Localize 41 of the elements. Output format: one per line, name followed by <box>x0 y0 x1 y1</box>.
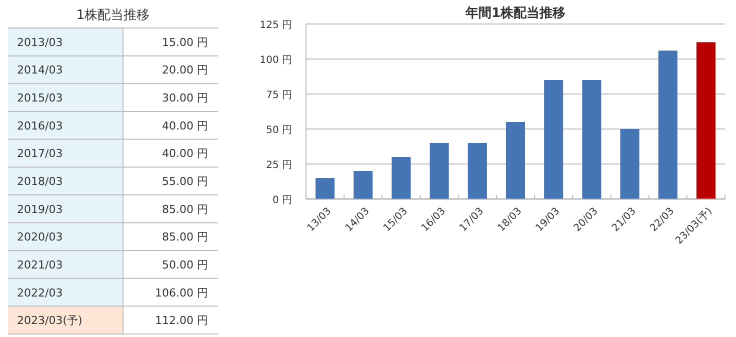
text: 85.00 円 <box>162 202 208 216</box>
text: 40.00 円 <box>162 147 208 160</box>
text: 85.00 円 <box>162 230 208 244</box>
bar <box>430 143 449 199</box>
y-tick-label: 100 円 <box>260 55 292 66</box>
bar <box>696 42 716 199</box>
category-label: 2017/03 <box>17 147 63 160</box>
text: 55.00 円 <box>162 175 208 188</box>
y-tick-label: 0 円 <box>272 195 292 206</box>
text: 15.00 円 <box>162 36 208 49</box>
category-label: 2020/03 <box>17 230 63 244</box>
category-label: 2014/03 <box>17 64 63 77</box>
category-label: 2023/03(予) <box>17 314 82 328</box>
text: 112.00 円 <box>155 314 208 328</box>
bar <box>620 129 640 199</box>
bar <box>354 171 373 199</box>
chart-title: 年間1株配当推移 <box>464 6 566 21</box>
text: 1株配当推移 <box>76 8 150 23</box>
y-tick-label: 25 円 <box>266 160 292 171</box>
category-label: 2021/03 <box>17 258 63 272</box>
category-label: 2015/03 <box>17 92 63 105</box>
bar <box>392 157 411 199</box>
bar <box>582 80 602 199</box>
text: 50.00 円 <box>162 258 208 272</box>
category-label: 2016/03 <box>17 119 63 132</box>
y-tick-label: 75 円 <box>266 90 292 101</box>
text: 30.00 円 <box>162 92 208 105</box>
bar <box>544 80 564 199</box>
y-tick-label: 125 円 <box>260 20 292 31</box>
text: 20.00 円 <box>162 64 208 77</box>
bar <box>506 122 526 199</box>
bar <box>658 50 678 199</box>
text: 40.00 円 <box>162 119 208 132</box>
category-label: 2018/03 <box>17 175 63 188</box>
category-label: 2019/03 <box>17 202 63 216</box>
text: 106.00 円 <box>155 286 208 300</box>
bar <box>468 143 487 199</box>
y-tick-label: 50 円 <box>266 125 292 136</box>
category-label: 2022/03 <box>17 286 63 300</box>
bar <box>316 178 335 199</box>
category-label: 2013/03 <box>17 36 63 49</box>
